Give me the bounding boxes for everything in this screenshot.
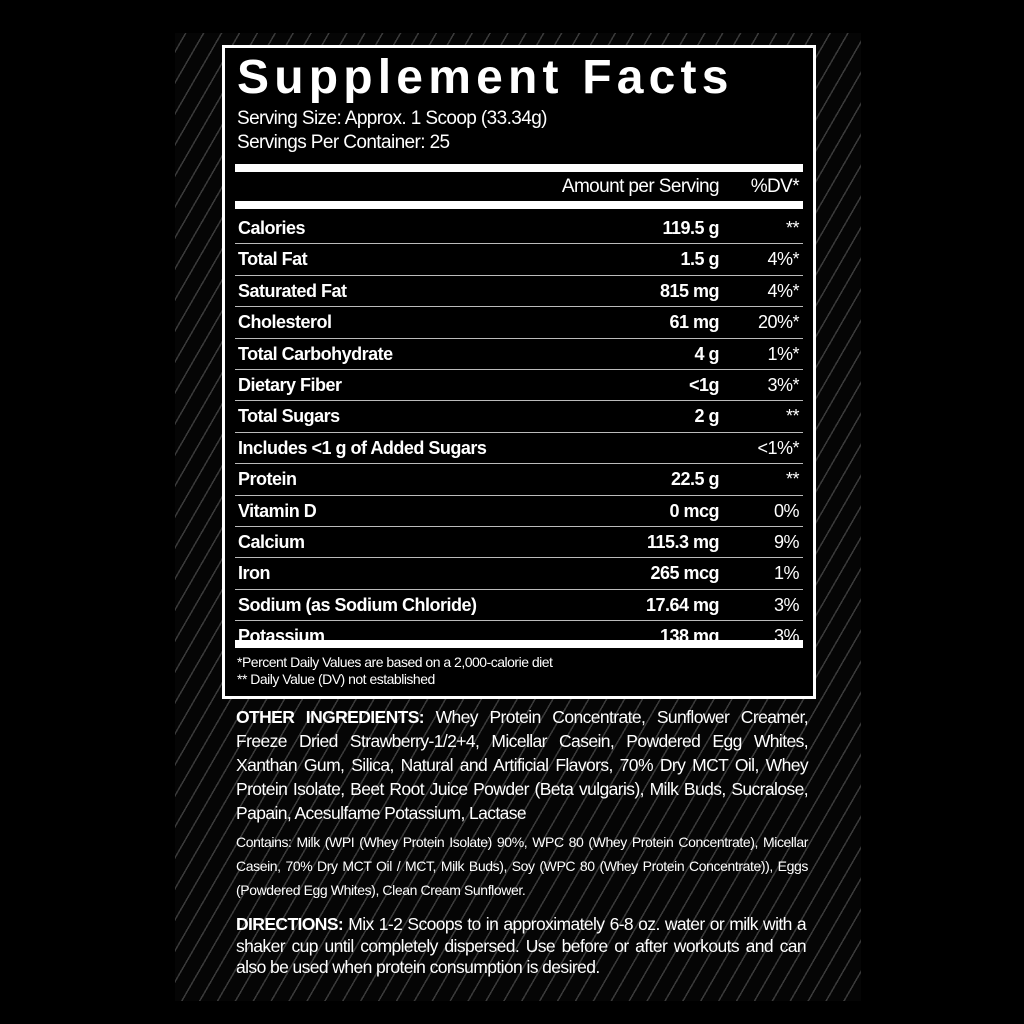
nutrient-row: Total Carbohydrate 4 g 1%*	[235, 339, 803, 370]
other-ingredients-text: Whey Protein Concentrate, Sunflower Crea…	[236, 707, 809, 823]
divider-bar	[235, 164, 803, 172]
divider-bar	[235, 201, 803, 209]
nutrient-amount: 265 mcg	[650, 563, 719, 584]
nutrient-name: Calcium	[238, 531, 305, 552]
nutrient-dv: **	[785, 406, 800, 427]
directions-label: DIRECTIONS:	[236, 914, 344, 934]
nutrient-amount: 1.5 g	[680, 249, 719, 270]
directions-text: Mix 1-2 Scoops to in approximately 6-8 o…	[236, 914, 807, 977]
nutrient-row: Includes <1 g of Added Sugars <1%*	[235, 433, 803, 465]
other-ingredients: OTHER INGREDIENTS: Whey Protein Concentr…	[236, 705, 809, 825]
directions: DIRECTIONS: Mix 1-2 Scoops to in approxi…	[236, 914, 807, 979]
nutrient-name: Total Fat	[238, 249, 308, 270]
nutrient-dv: 4%*	[767, 249, 799, 270]
serving-size: Serving Size: Approx. 1 Scoop (33.34g)	[237, 108, 548, 129]
nutrient-row: Total Fat 1.5 g 4%*	[235, 244, 803, 276]
nutrient-name: Includes <1 g of Added Sugars	[238, 437, 487, 458]
nutrient-name: Total Carbohydrate	[238, 343, 393, 364]
nutrient-amount: 61 mg	[669, 312, 719, 333]
nutrient-amount: 17.64 mg	[645, 594, 720, 615]
dv-header: %DV*	[750, 176, 800, 197]
nutrient-row: Calories 119.5 g **	[235, 213, 803, 245]
title: Supplement Facts	[237, 51, 734, 104]
divider-bar	[235, 640, 803, 648]
nutrient-row: Saturated Fat 815 mg 4%*	[235, 276, 803, 308]
nutrient-amount: 4 g	[694, 343, 719, 364]
nutrient-name: Calories	[238, 218, 306, 238]
nutrient-amount: 0 mcg	[669, 500, 719, 521]
nutrient-name: Dietary Fiber	[238, 374, 342, 395]
nutrient-name: Vitamin D	[238, 500, 317, 521]
nutrient-dv: 1%	[773, 563, 800, 584]
nutrient-amount: 119.5 g	[662, 218, 719, 238]
nutrient-dv: 1%*	[767, 343, 799, 364]
nutrient-amount: 22.5 g	[670, 469, 720, 490]
nutrient-row: Dietary Fiber <1g 3%*	[235, 370, 803, 402]
servings-per-container: Servings Per Container: 25	[237, 132, 450, 153]
nutrient-name: Iron	[238, 563, 271, 584]
nutrient-name: Total Sugars	[238, 406, 340, 427]
nutrient-dv: 0%	[773, 500, 800, 521]
nutrient-amount: 815 mg	[659, 280, 720, 301]
nutrient-amount: <1g	[688, 374, 720, 395]
column-header: Amount per Serving %DV*	[235, 176, 803, 204]
nutrient-row: Cholesterol 61 mg 20%*	[235, 307, 803, 339]
supplement-facts-panel: Supplement Facts Serving Size: Approx. 1…	[222, 45, 816, 699]
nutrient-name: Protein	[238, 469, 297, 490]
footnote-not-established: ** Daily Value (DV) not established	[237, 671, 435, 687]
nutrient-dv: 4%*	[767, 280, 799, 301]
nutrient-row: Iron 265 mcg 1%	[235, 558, 803, 590]
nutrient-row: Calcium 115.3 mg 9%	[235, 527, 803, 559]
nutrient-name: Sodium (as Sodium Chloride)	[238, 594, 477, 615]
nutrient-row: Vitamin D 0 mcg 0%	[235, 496, 803, 527]
nutrient-amount: 115.3 mg	[646, 531, 720, 552]
nutrient-dv: **	[785, 218, 800, 238]
nutrient-dv: 9%	[773, 531, 800, 552]
nutrient-amount: 2 g	[694, 406, 719, 427]
amount-header: Amount per Serving	[561, 176, 720, 197]
nutrient-dv: <1%*	[757, 437, 799, 458]
nutrient-table: Calories 119.5 g ** Total Fat 1.5 g 4%* Satura…	[235, 213, 803, 651]
nutrient-row: Sodium (as Sodium Chloride) 17.64 mg 3%	[235, 590, 803, 622]
nutrient-row: Total Sugars 2 g **	[235, 401, 803, 433]
footnote-dv: *Percent Daily Values are based on a 2,0…	[237, 654, 553, 670]
allergen-contains: Contains: Milk (WPI (Whey Protein Isolat…	[236, 834, 808, 898]
nutrient-dv: 20%*	[757, 312, 800, 333]
nutrient-name: Saturated Fat	[238, 280, 347, 301]
nutrient-name: Cholesterol	[238, 312, 332, 333]
nutrient-dv: **	[785, 469, 800, 490]
nutrient-dv: 3%	[773, 594, 800, 615]
nutrient-row: Protein 22.5 g **	[235, 464, 803, 496]
nutrient-dv: 3%*	[767, 374, 799, 395]
other-ingredients-label: OTHER INGREDIENTS:	[236, 707, 425, 727]
